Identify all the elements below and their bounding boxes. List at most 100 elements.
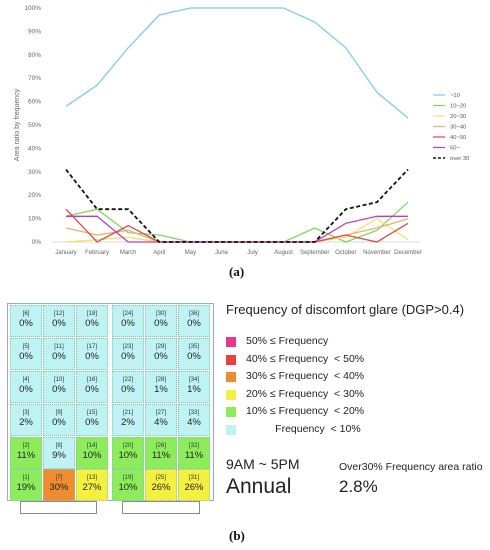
cell-id: [8] <box>55 443 63 449</box>
cell-id: [25] <box>155 475 166 481</box>
cell-value: 0% <box>121 318 135 329</box>
cell-id: [32] <box>188 443 199 449</box>
cell-id: [5] <box>22 344 30 350</box>
legend-label: 10~20 <box>450 104 466 110</box>
y-axis-label: Area ratio by frequency <box>14 88 21 161</box>
legend-color-swatch <box>226 354 236 365</box>
y-tick-label: 50% <box>28 122 41 129</box>
cell-id: [34] <box>188 377 199 383</box>
cell-value: 0% <box>154 318 168 329</box>
x-tick-label: September <box>300 250 329 256</box>
series-line <box>65 208 409 243</box>
x-tick-label: April <box>153 250 165 256</box>
x-tick-label: November <box>363 250 391 256</box>
cell-id: [26] <box>155 443 166 449</box>
cell-value: 2% <box>121 417 135 428</box>
grid-cell: [28] 1% <box>145 371 177 403</box>
grid-cell: [33] 4% <box>178 404 210 436</box>
glare-frequency-grid: [6] 0% [12] 0% [18] 0% [24] 0% [30] 0% [36] 0% [5] 0%… <box>7 303 214 501</box>
y-tick-label: 20% <box>28 192 41 199</box>
legend-label: 20~30 <box>450 114 466 120</box>
grid-cell: [31] 26% <box>178 469 210 501</box>
cell-id: [9] <box>55 410 63 416</box>
grid-cell: [29] 0% <box>145 338 177 370</box>
y-tick-label: 100% <box>24 5 41 12</box>
cell-id: [23] <box>122 344 133 350</box>
grid-cell: [32] 11% <box>178 437 210 469</box>
cell-value: 10% <box>82 450 102 461</box>
grid-cell: [4] 0% <box>10 371 42 403</box>
grid-cell: [6] 0% <box>10 305 42 337</box>
grid-cell: [9] 0% <box>43 404 75 436</box>
cell-value: 4% <box>187 417 201 428</box>
cell-value: 0% <box>52 351 66 362</box>
y-tick-label: 80% <box>28 52 41 59</box>
cell-id: [18] <box>86 311 97 317</box>
cell-id: [7] <box>55 475 63 481</box>
cell-id: [12] <box>53 311 64 317</box>
x-tick-label: February <box>85 250 109 256</box>
legend-item-label: 10% ≤ Frequency < 20% <box>246 405 365 417</box>
grid-cell: [30] 0% <box>145 305 177 337</box>
grid-cell: [17] 0% <box>76 338 108 370</box>
grid-cell: [35] 0% <box>178 338 210 370</box>
cell-value: 9% <box>52 450 66 461</box>
y-tick-label: 0% <box>32 239 42 246</box>
cell-value: 10% <box>118 450 138 461</box>
cell-value: 0% <box>52 318 66 329</box>
legend-color-swatch <box>226 372 236 382</box>
grid-cell: [7] 30% <box>43 469 75 501</box>
cell-value: 2% <box>19 417 33 428</box>
panel-a-label: (a) <box>229 264 245 279</box>
cell-id: [3] <box>22 410 30 416</box>
legend-label: 50~ <box>450 146 460 152</box>
grid-cell: [24] 0% <box>112 305 144 337</box>
grid-legend-item: 30% ≤ Frequency < 40% <box>226 370 426 384</box>
time-range-label: 9AM ~ 5PM <box>226 456 300 472</box>
grid-cell: [19] 10% <box>112 469 144 501</box>
legend-label: ~10 <box>450 93 460 99</box>
cell-value: 1% <box>187 384 201 395</box>
cell-value: 11% <box>184 450 204 461</box>
window-outline-left <box>20 501 97 514</box>
cell-id: [31] <box>188 475 199 481</box>
y-tick-label: 40% <box>28 145 41 152</box>
grid-legend-item: 40% ≤ Frequency < 50% <box>226 353 426 367</box>
cell-id: [28] <box>155 377 166 383</box>
y-tick-label: 90% <box>28 28 41 35</box>
cell-id: [17] <box>86 344 97 350</box>
cell-id: [19] <box>122 475 133 481</box>
cell-id: [13] <box>86 475 97 481</box>
x-tick-label: July <box>247 250 258 256</box>
grid-cell: [21] 2% <box>112 404 144 436</box>
panel-b-label: (b) <box>229 528 245 543</box>
cell-id: [1] <box>22 475 30 481</box>
cell-id: [29] <box>155 344 166 350</box>
cell-id: [16] <box>86 377 97 383</box>
ratio-label: Over30% Frequency area ratio <box>339 461 483 473</box>
chart-series-group <box>65 7 409 243</box>
cell-id: [4] <box>22 377 30 383</box>
y-tick-label: 60% <box>28 99 41 106</box>
x-tick-label: March <box>120 250 137 256</box>
window-outline-right <box>122 501 200 514</box>
grid-cell: [18] 0% <box>76 305 108 337</box>
legend-label: over 30 <box>450 156 469 162</box>
x-tick-label: January <box>55 250 76 256</box>
cell-id: [20] <box>122 443 133 449</box>
grid-cell: [3] 2% <box>10 404 42 436</box>
grid-cell: [26] 11% <box>145 437 177 469</box>
grid-cell: [10] 0% <box>43 371 75 403</box>
cell-id: [30] <box>155 311 166 317</box>
legend-label: 30~40 <box>450 125 466 131</box>
cell-id: [22] <box>122 377 133 383</box>
legend-color-swatch <box>226 407 236 417</box>
grid-cell: [36] 0% <box>178 305 210 337</box>
cell-value: 0% <box>187 351 201 362</box>
cell-value: 19% <box>16 482 36 493</box>
y-tick-label: 30% <box>28 169 41 176</box>
x-tick-label: August <box>274 250 293 256</box>
cell-id: [15] <box>86 410 97 416</box>
cell-id: [14] <box>86 443 97 449</box>
y-tick-label: 10% <box>28 216 41 223</box>
